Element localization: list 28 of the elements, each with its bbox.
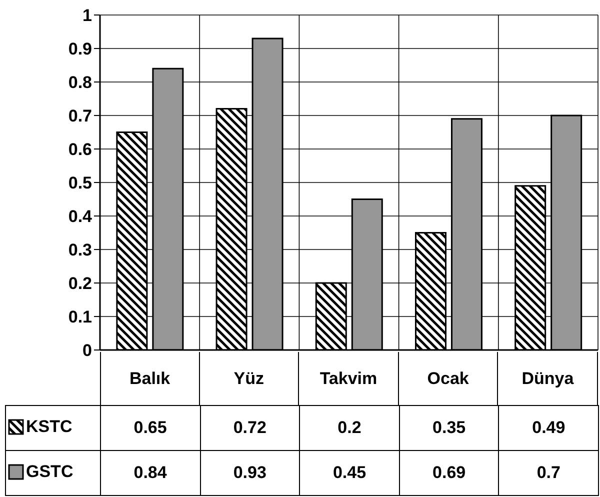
data-label: 0.2 <box>300 406 400 450</box>
y-tick-label: 0 <box>82 341 92 360</box>
y-tick-label: 0.4 <box>68 207 93 226</box>
x-tick-label: Takvim <box>299 352 399 405</box>
y-tick-label: 0.1 <box>68 308 92 327</box>
data-label: 0.69 <box>399 450 499 496</box>
y-tick-label: 0.6 <box>68 140 92 160</box>
data-label: 0.35 <box>399 406 499 450</box>
y-tick-label: 0.2 <box>68 274 92 294</box>
y-tick-label: 0.7 <box>68 106 92 126</box>
data-label: 0.84 <box>100 450 200 496</box>
y-tick-label: 0.8 <box>68 73 92 92</box>
data-label: 0.65 <box>100 406 200 450</box>
y-tick-label: 1 <box>82 6 92 26</box>
data-label: 0.72 <box>200 406 300 450</box>
data-label: 0.49 <box>498 406 598 450</box>
x-tick-label: Yüz <box>200 352 300 405</box>
legend-label: GSTC <box>25 462 74 482</box>
y-tick-label: 0.3 <box>68 240 92 260</box>
y-tick-label: 0.5 <box>68 174 92 193</box>
x-tick-label: Balık <box>100 352 200 405</box>
data-label: 0.45 <box>300 450 400 496</box>
legend-label: KSTC <box>25 416 72 436</box>
x-tick-label: Ocak <box>398 352 498 405</box>
data-label: 0.7 <box>498 450 598 496</box>
data-label: 0.93 <box>200 450 300 496</box>
y-tick-label: 0.9 <box>68 40 92 59</box>
x-tick-label: Dünya <box>498 352 598 405</box>
